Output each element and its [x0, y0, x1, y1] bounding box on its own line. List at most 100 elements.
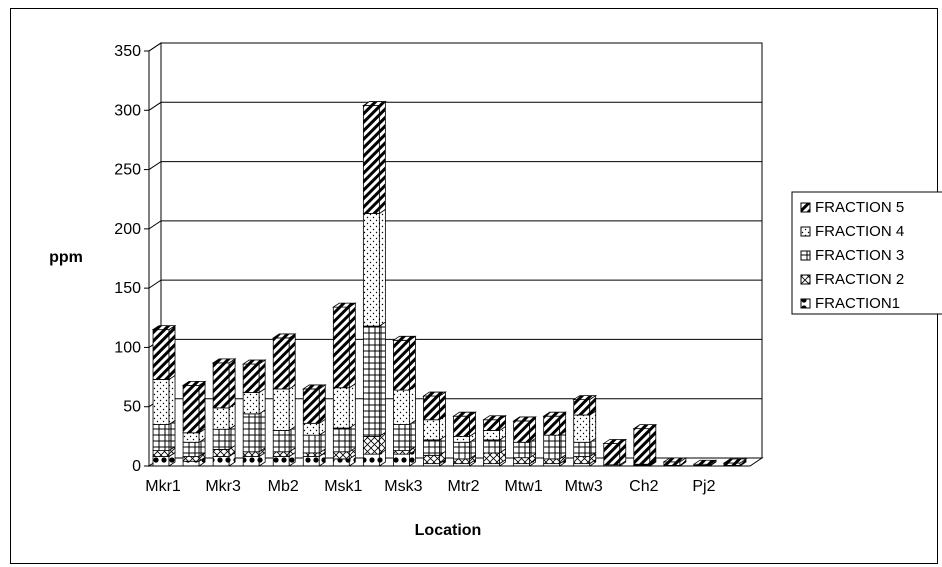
bar-front [603, 443, 621, 466]
bar-front [302, 422, 320, 436]
bar-segment [393, 419, 416, 452]
y-tick-label: 250 [114, 162, 141, 179]
bar-front [483, 419, 500, 431]
bar-front [272, 456, 290, 467]
bar-top [181, 380, 207, 386]
bar-front [242, 451, 260, 457]
bar-segment [423, 391, 446, 421]
bar-top [542, 411, 567, 417]
bar-side [589, 410, 597, 444]
bar-segment [272, 333, 296, 390]
bar-front [152, 450, 170, 457]
bar-segment [302, 384, 326, 425]
legend-label: FRACTION 3 [815, 247, 904, 264]
bars [151, 100, 748, 467]
bar-front [182, 384, 200, 434]
bar-front [302, 388, 320, 424]
bar-front [423, 395, 440, 421]
bar-front [362, 453, 380, 467]
bar-front [633, 428, 651, 465]
bar-top [722, 458, 748, 464]
gridline [148, 101, 762, 111]
legend-box [791, 191, 942, 315]
bar-top [452, 411, 477, 417]
bar-front [302, 434, 320, 454]
bar-segment [182, 380, 206, 434]
gridline [148, 220, 762, 230]
bar-front [453, 458, 470, 465]
bar-segment [362, 321, 386, 438]
bar-front [483, 452, 500, 465]
bar-front [332, 451, 350, 460]
bar-side [168, 419, 176, 452]
bar-front [573, 456, 591, 465]
bar-segment [332, 302, 356, 389]
plot-walls [147, 42, 764, 467]
bar-top [211, 358, 237, 364]
bar-segment [393, 385, 416, 426]
bar-segment [483, 448, 506, 465]
bar-side [258, 359, 266, 394]
bar-front [393, 389, 410, 425]
y-tick-label: 100 [114, 339, 141, 356]
bar-top [572, 395, 598, 401]
bar-segment [242, 409, 266, 453]
bar-segment [362, 208, 386, 327]
bar-front [152, 329, 170, 380]
bar-front [362, 213, 380, 327]
bar-front [393, 450, 410, 455]
bar-front [483, 439, 500, 454]
bar-top [692, 459, 718, 465]
bar-side [559, 430, 567, 460]
x-tick-label: Msk1 [324, 478, 362, 495]
bar-top [602, 439, 628, 444]
bar-side [198, 380, 206, 434]
bar-top [151, 325, 177, 331]
bar-side [409, 335, 416, 391]
x-tick-label: Msk3 [384, 478, 422, 495]
y-tick-label: 300 [114, 102, 141, 119]
y-tick-label: 200 [114, 221, 141, 238]
bar-segment [152, 374, 176, 426]
bar-segment [573, 410, 597, 444]
bar-front [212, 448, 230, 457]
legend-label: FRACTION 5 [815, 199, 904, 216]
bar-front [513, 420, 531, 443]
bar-side [409, 385, 416, 426]
bar-front [242, 363, 260, 393]
bar-side [168, 324, 176, 381]
bar-side [439, 391, 446, 421]
bar-front [182, 432, 200, 443]
bar-top [482, 415, 507, 421]
bar-front [332, 458, 350, 467]
bar-top [271, 333, 297, 339]
gridline [148, 161, 762, 170]
legend-swatch [800, 202, 811, 213]
x-tick-label: Mkr3 [205, 478, 241, 495]
bar-front [182, 441, 200, 457]
y-tick-label: 0 [132, 458, 141, 475]
bar-side [318, 384, 326, 425]
bar-segment [393, 335, 416, 391]
legend-swatch [800, 250, 811, 261]
x-tick-label: Mtw3 [565, 478, 603, 495]
bar-side [228, 358, 236, 409]
bar-side [288, 333, 296, 390]
bar-front [543, 458, 561, 465]
bar-top [241, 359, 267, 365]
bar-segment [332, 382, 356, 429]
bar-segment [362, 431, 386, 455]
legend: FRACTION 5 FRACTION 4 FRACTION 3 FRACTION 2… [791, 191, 942, 315]
bar-front [453, 441, 470, 460]
y-tick-label: 350 [114, 43, 141, 60]
bar-front [152, 379, 170, 425]
bar-segment [362, 100, 386, 215]
bar-front [453, 415, 470, 437]
bar-front [242, 456, 260, 467]
gridline [148, 42, 762, 52]
bar-front [212, 456, 230, 467]
bar-front [393, 339, 410, 391]
bar-segment [242, 387, 266, 415]
x-tick-label: Mkr1 [145, 478, 181, 495]
